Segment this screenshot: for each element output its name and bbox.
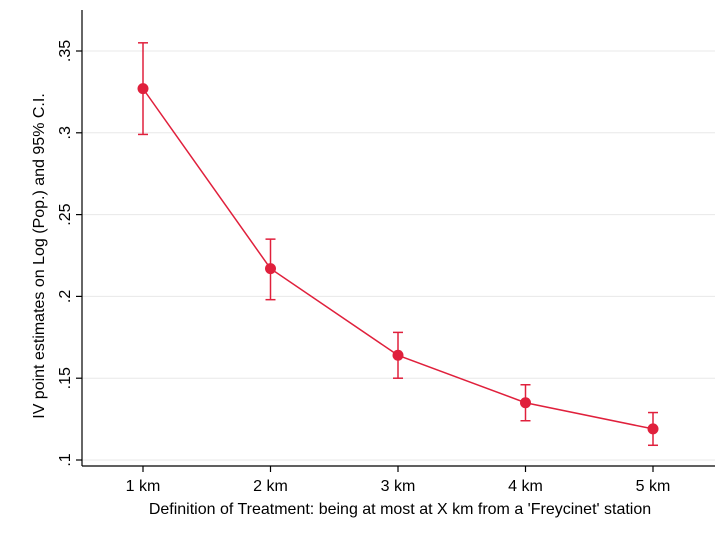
- data-point: [392, 349, 404, 361]
- y-tick-label: .1: [57, 453, 74, 466]
- x-axis-title: Definition of Treatment: being at most a…: [149, 501, 651, 518]
- series: [137, 42, 659, 447]
- gridlines: [82, 50, 715, 461]
- x-tick-label: 1 km: [126, 478, 161, 495]
- y-tick-label: .3: [57, 126, 74, 139]
- y-tick-label: .35: [57, 40, 74, 62]
- x-tick-label: 3 km: [381, 478, 416, 495]
- x-tick-label: 4 km: [508, 478, 543, 495]
- data-point: [520, 397, 531, 409]
- x-tick-label: 5 km: [636, 478, 671, 495]
- data-point: [137, 83, 149, 95]
- axes: .1 .15 .2 .25 .3 .35 1 km 2 km 3 km 4 km 5 km: [57, 10, 715, 495]
- data-point: [265, 263, 276, 275]
- y-tick-label: .15: [57, 367, 74, 389]
- y-axis-title: IV point estimates on Log (Pop.) and 95%…: [31, 93, 48, 419]
- y-tick-label: .25: [57, 203, 74, 225]
- x-tick-label: 2 km: [253, 478, 288, 495]
- y-tick-label: .2: [57, 290, 74, 303]
- data-point: [647, 423, 659, 435]
